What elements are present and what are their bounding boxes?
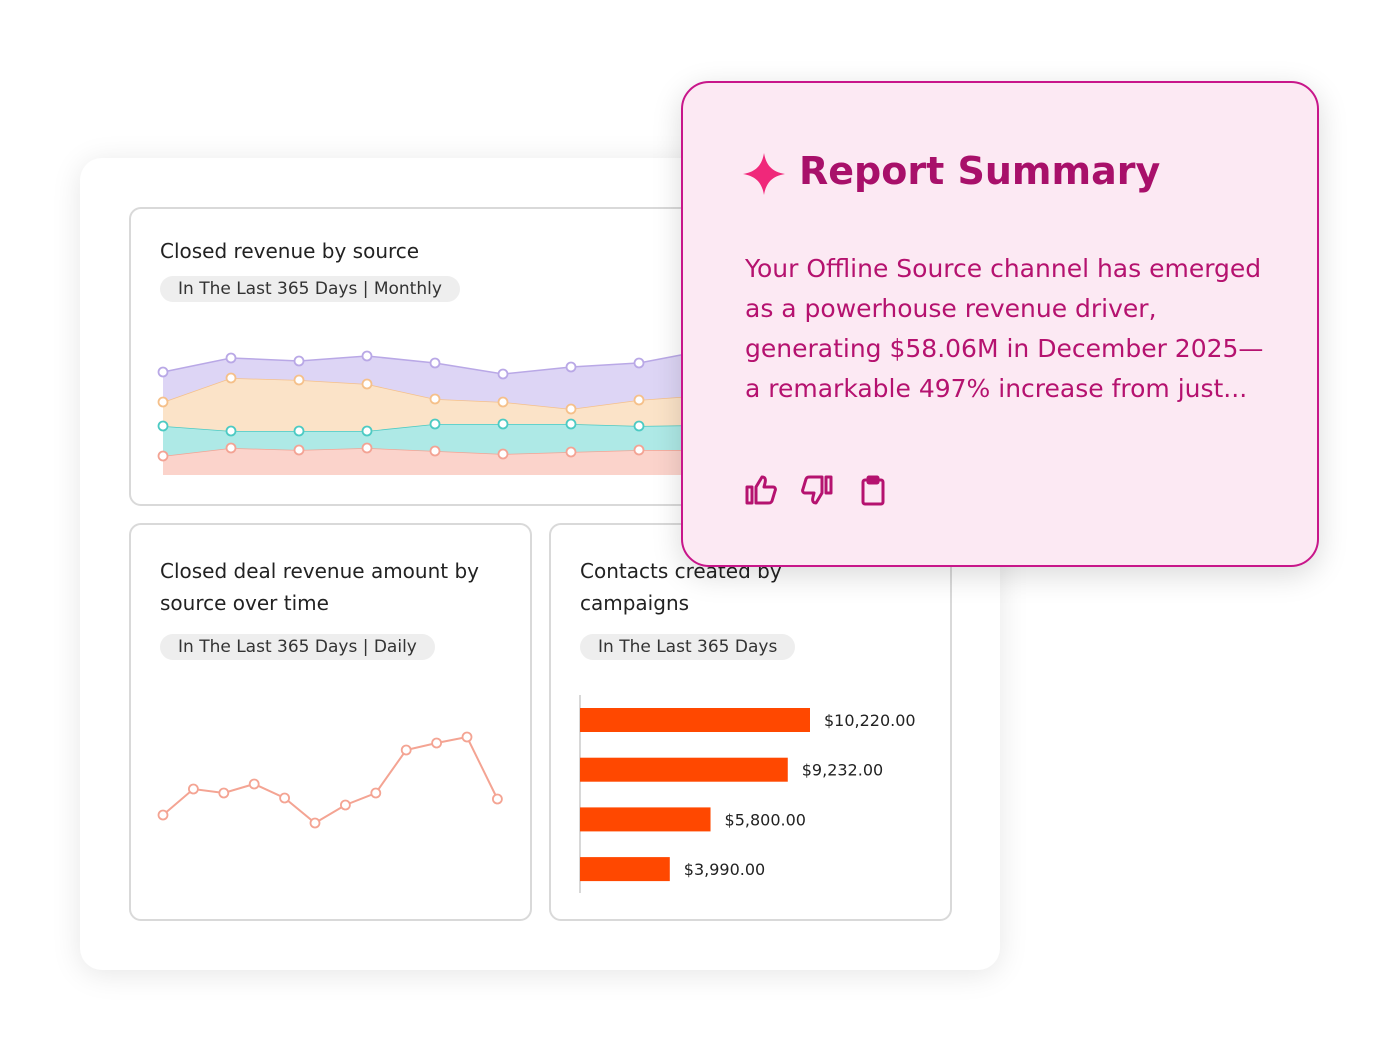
report-summary: Report Summary Your Offline Source chann…: [681, 81, 1319, 567]
panel-title: Closed deal revenue amount by source ove…: [160, 559, 480, 615]
point: [187, 783, 199, 795]
sparkle-icon: [743, 153, 785, 195]
point: [633, 420, 645, 432]
bar-label: $9,232.00: [802, 761, 883, 780]
bar: [580, 708, 810, 732]
copy-icon[interactable]: [861, 475, 885, 506]
point: [429, 357, 441, 369]
panel: Closed deal revenue amount by source ove…: [129, 523, 532, 921]
point: [461, 731, 473, 743]
point: [157, 396, 169, 408]
point: [497, 418, 509, 430]
point: [157, 420, 169, 432]
point: [218, 787, 230, 799]
point: [491, 793, 503, 805]
bar: [580, 857, 670, 882]
bar-label: $5,800.00: [725, 810, 806, 829]
point: [157, 809, 169, 821]
point: [361, 378, 373, 390]
point: [248, 778, 260, 790]
point: [157, 366, 169, 378]
bar-label: $10,220.00: [824, 711, 916, 730]
point: [633, 394, 645, 406]
point: [400, 744, 412, 756]
panel-title: Closed revenue by source: [160, 239, 420, 263]
point: [633, 444, 645, 456]
point: [339, 799, 351, 811]
point: [370, 787, 382, 799]
point: [157, 450, 169, 462]
feedback-icons: [745, 475, 885, 506]
point: [633, 357, 645, 369]
point: [565, 418, 577, 430]
line: [162, 735, 499, 825]
point: [497, 396, 509, 408]
point: [565, 403, 577, 415]
point: [429, 445, 441, 457]
bar-label: $3,990.00: [684, 860, 765, 879]
point: [293, 374, 305, 386]
point: [361, 350, 373, 362]
point: [279, 792, 291, 804]
filter-pill[interactable]: In The Last 365 Days | Daily: [160, 634, 435, 660]
point: [565, 361, 577, 373]
point: [225, 442, 237, 454]
point: [225, 425, 237, 437]
point: [429, 393, 441, 405]
filter-pill[interactable]: In The Last 365 Days | Monthly: [160, 276, 460, 302]
area-band: [163, 378, 707, 431]
point: [431, 737, 443, 749]
point: [225, 372, 237, 384]
point: [565, 446, 577, 458]
point: [361, 425, 373, 437]
point: [293, 355, 305, 367]
point: [429, 418, 441, 430]
point: [309, 817, 321, 829]
filter-pill[interactable]: In The Last 365 Days: [580, 634, 796, 660]
point: [497, 448, 509, 460]
point: [361, 442, 373, 454]
summary-title: Report Summary: [799, 149, 1161, 193]
point: [497, 368, 509, 380]
bar: [580, 807, 711, 832]
thumbs-down[interactable]: [801, 475, 833, 505]
point: [293, 425, 305, 437]
point: [293, 444, 305, 456]
bar: [580, 757, 788, 782]
summary-text: Your Offline Source channel has emerged …: [745, 254, 1264, 403]
point: [225, 352, 237, 364]
thumbs-up[interactable]: [745, 475, 777, 505]
